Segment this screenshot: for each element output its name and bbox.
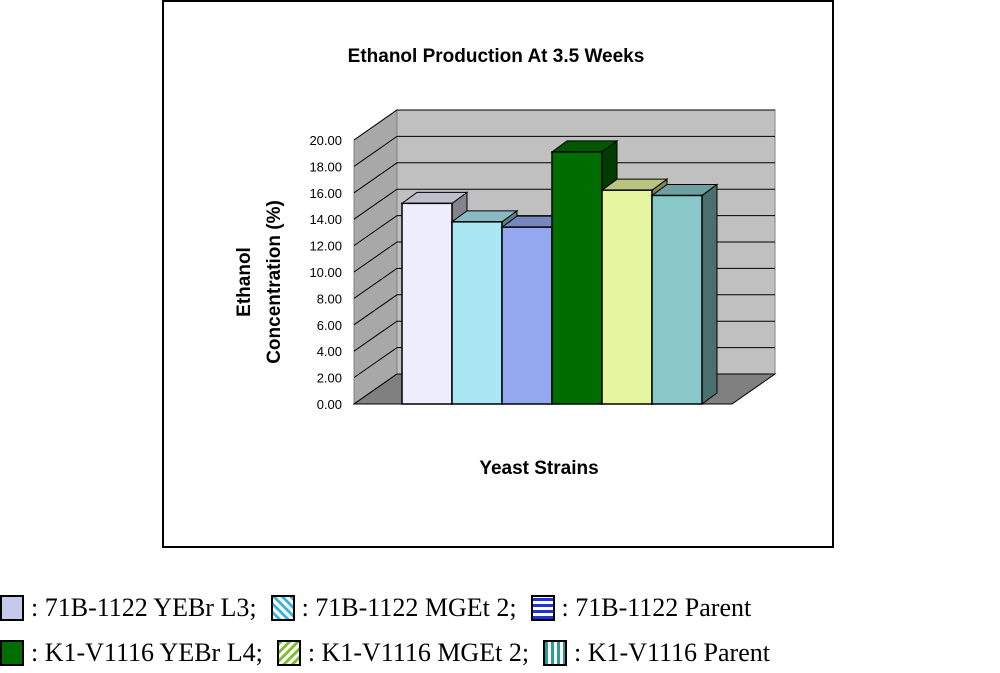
y-tick-label: 2.00 (317, 371, 342, 386)
legend-label: : K1-V1116 MGEt 2; (307, 638, 530, 667)
gridline (353, 162, 775, 194)
y-tick-label: 12.00 (309, 239, 342, 254)
plot-area: 0.00 2.00 4.00 6.00 8.00 10.00 12.00 14.00 16.00… (309, 109, 777, 412)
legend: : 71B-1122 YEBr L3; : 71B-1122 MGEt 2; :… (0, 578, 1000, 673)
legend-item-71b-1122-yebr-l3: : 71B-1122 YEBr L3; (0, 593, 257, 623)
legend-item-71b-1122-mget-2: : 71B-1122 MGEt 2; (270, 593, 517, 623)
bar (601, 189, 653, 405)
y-tick-label: 8.00 (317, 291, 342, 306)
y-tick-label: 20.00 (309, 133, 342, 148)
legend-label: : K1-V1116 YEBr L4; (31, 638, 263, 667)
legend-swatch (270, 595, 295, 621)
bar (651, 194, 703, 405)
chart-frame: Ethanol Production At 3.5 Weeks 0.00 2.00… (162, 0, 834, 548)
y-tick-label: 18.00 (309, 159, 342, 174)
legend-item-k1-v1116-parent: : K1-V1116 Parent (543, 638, 770, 668)
y-tick-label: 14.00 (309, 212, 342, 227)
legend-label: : 71B-1122 YEBr L3; (31, 593, 257, 622)
legend-swatch (0, 640, 24, 666)
legend-swatch (530, 595, 555, 621)
y-tick-label: 10.00 (309, 265, 342, 280)
legend-row: : 71B-1122 YEBr L3; : 71B-1122 MGEt 2; :… (0, 588, 751, 628)
y-axis-label-line-1: Ethanol (234, 247, 255, 317)
y-tick-label: 4.00 (317, 344, 342, 359)
legend-item-k1-v1116-mget-2: : K1-V1116 MGEt 2; (276, 638, 530, 668)
y-tick-label: 16.00 (309, 186, 342, 201)
legend-item-71b-1122-parent: : 71B-1122 Parent (530, 593, 752, 623)
legend-label: : K1-V1116 Parent (574, 638, 770, 667)
y-axis-label: Ethanol Concentration (%) (234, 200, 285, 364)
legend-swatch (276, 640, 301, 666)
bar (551, 151, 603, 405)
bar-side (701, 183, 718, 405)
bar (451, 221, 503, 405)
x-axis-label: Yeast Strains (479, 458, 598, 479)
y-tick-label: 6.00 (317, 318, 342, 333)
bar (401, 202, 453, 405)
legend-swatch (543, 640, 568, 666)
legend-swatch (0, 595, 24, 621)
legend-row: : K1-V1116 YEBr L4; : K1-V1116 MGEt 2; :… (0, 633, 770, 673)
y-axis-label-line-2: Concentration (%) (264, 200, 285, 364)
bar (501, 226, 553, 405)
chart-title: Ethanol Production At 3.5 Weeks (348, 46, 645, 67)
y-tick-label: 0.00 (317, 397, 342, 412)
legend-item-k1-v1116-yebr-l4: : K1-V1116 YEBr L4; (0, 638, 263, 668)
gridline (353, 109, 775, 141)
gridline (353, 135, 775, 167)
legend-label: : 71B-1122 Parent (561, 593, 752, 622)
legend-label: : 71B-1122 MGEt 2; (301, 593, 517, 622)
